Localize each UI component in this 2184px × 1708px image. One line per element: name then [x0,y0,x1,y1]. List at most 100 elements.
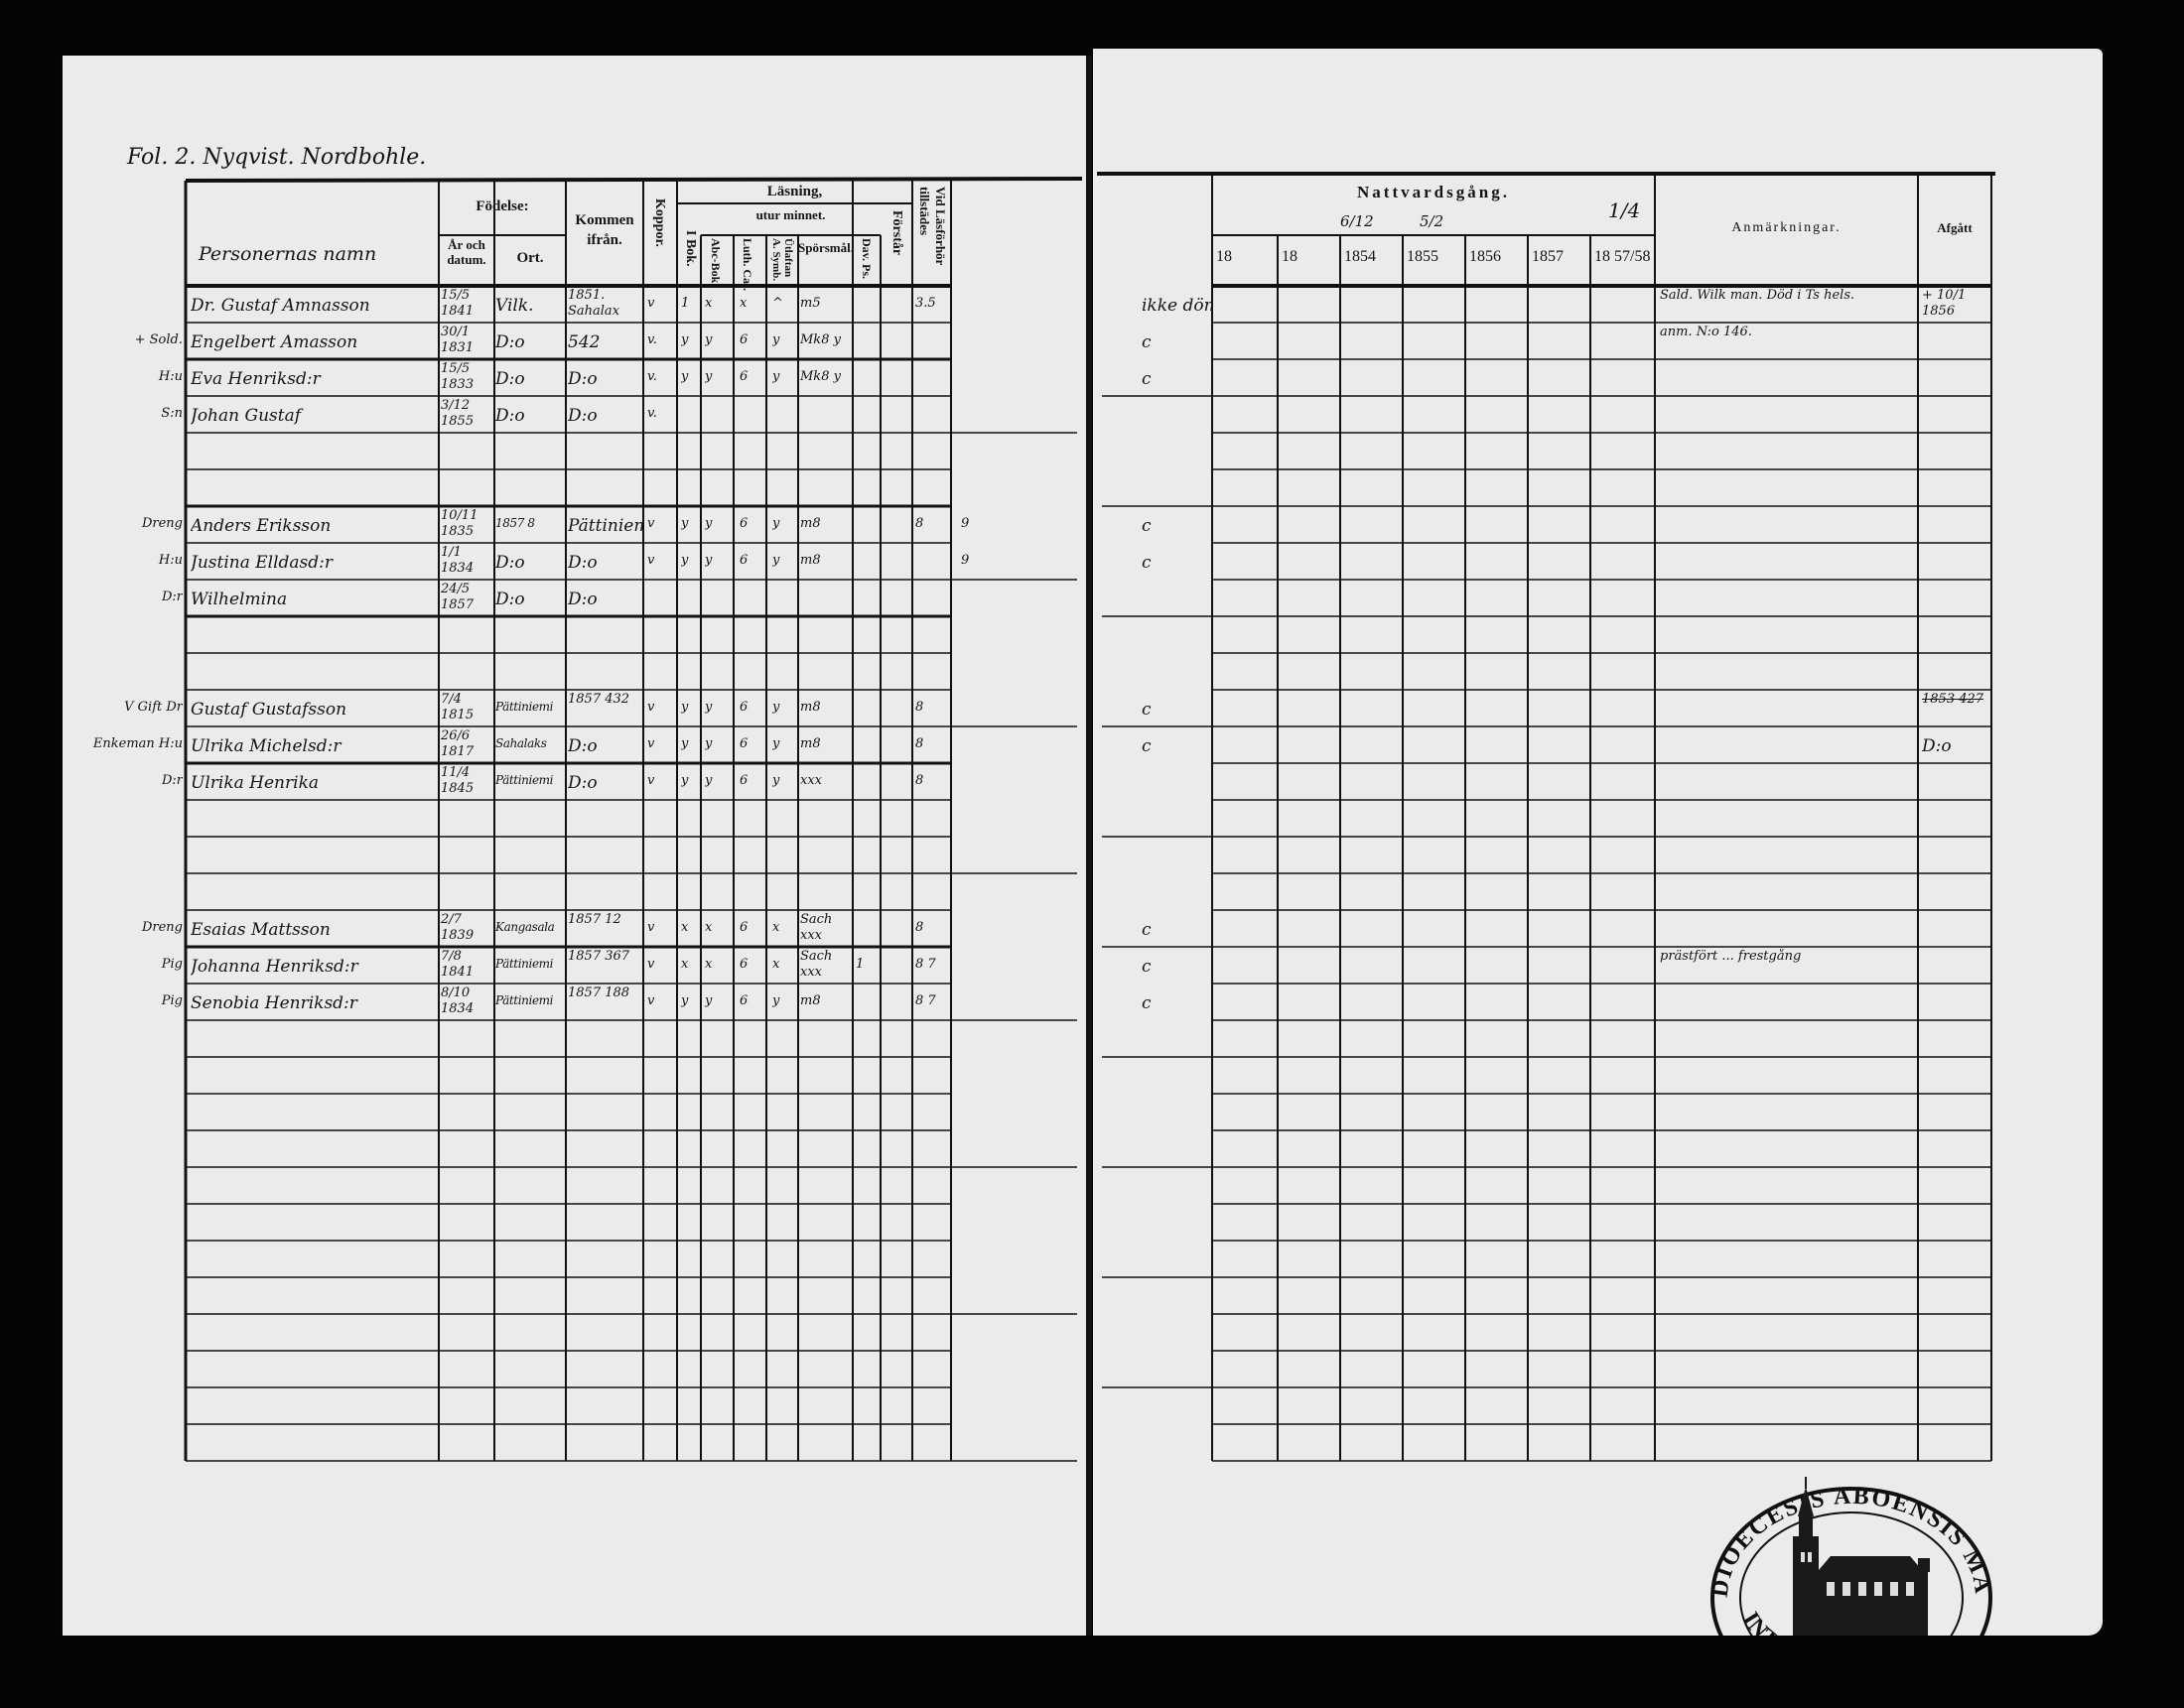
header-i-bok: I Bok. [683,230,698,267]
came-from: 1857 188 [568,985,630,1000]
seal-text-bottom: INT. [1737,1608,1786,1636]
koppor-mark: v [647,993,655,1008]
folio-title: Fol. 2. Nyqvist. Nordbohle. [127,145,427,170]
header-abc-bok: Abc-Bok. [709,238,723,287]
dav-ps-mark: 1 [856,957,865,972]
came-from: D:o [568,590,598,609]
koppor-mark: v [647,516,655,531]
row-margin-note: Pig [161,957,183,972]
right-margin-mark: c [1142,920,1152,940]
header-forstar: Förstår [889,210,904,256]
person-name: Johan Gustaf [191,406,301,426]
birth-place: Pättiniemi [495,993,554,1007]
birth-place: Pättiniemi [495,957,554,971]
row-margin-note: + Sold. [134,332,183,347]
person-name: Senobia Henriksd:r [191,993,357,1013]
svg-text:INT.: INT. [1737,1608,1786,1636]
header-sporsmal: Spörsmål. [798,240,854,255]
came-from: Pättiniemi [568,516,643,536]
birth-place: 1857 8 [495,516,535,530]
birth-date: 24/5 1857 [441,582,475,612]
symb-mark: y [772,553,780,568]
row-margin-note: D:r [161,773,183,788]
symb-mark: y [772,516,780,531]
symb-mark: x [772,920,780,935]
abc-bok-mark: y [705,332,713,347]
right-margin-mark: c [1142,700,1152,720]
row-margin-note: Pig [161,993,183,1008]
row-margin-note: V Gift Dr [124,700,183,715]
koppor-mark: v [647,920,655,935]
sporsmal-mark: Mk8 y [800,332,841,347]
symb-mark: ^ [772,296,783,311]
i-bok-mark: y [681,993,689,1008]
abc-bok-mark: y [705,369,713,384]
right-margin-mark: c [1142,332,1152,352]
i-bok-mark: x [681,920,689,935]
table-top-rule [185,177,1083,183]
abc-bok-mark: y [705,736,713,751]
header-symb: Ütlaftan A. Symb. [770,238,794,282]
sporsmal-mark: m8 [800,516,821,531]
koppor-mark: v [647,700,655,715]
i-bok-mark: y [681,369,689,384]
symb-mark: y [772,993,780,1008]
luth-cat-mark: 6 [740,553,749,568]
koppor-mark: v [647,296,655,311]
nattvard-date-mark: 1/4 [1608,198,1641,222]
koppor-mark: v [647,773,655,788]
luth-cat-mark: 6 [740,332,749,347]
vid-lasforhor-mark: 8 [915,920,924,935]
luth-cat-mark: 6 [740,516,749,531]
header-lasning: Läsning, [766,184,823,199]
header-dav-ps: Dav. Ps. [860,238,874,280]
row-margin-note: Dreng [141,920,183,935]
person-name: Wilhelmina [191,590,288,609]
header-afgatt: Afgått [1937,220,1973,235]
vid-lasforhor-mark: 8 [915,700,924,715]
koppor-mark: v. [647,406,657,421]
diocese-seal: DIOECESIS ABOENSIS MAG INT. [1698,1459,1993,1636]
symb-mark: y [772,773,780,788]
birth-place: D:o [495,406,525,426]
birth-date: 11/4 1845 [441,765,475,796]
nattvard-year: 1856 [1469,248,1501,265]
came-from: 1851. Sahalax [568,288,620,319]
sporsmal-mark: m8 [800,553,821,568]
symb-mark: y [772,369,780,384]
came-from: 1857 432 [568,692,630,707]
header-ort: Ort. [516,250,544,266]
sporsmal-mark: Sach xxx [800,949,833,980]
luth-cat-mark: 6 [740,369,749,384]
nattvard-date-mark: 6/12 [1340,212,1374,230]
birth-date: 15/5 1833 [441,361,475,392]
birth-place: D:o [495,590,525,609]
nattvard-date-mark: 5/2 [1420,212,1444,230]
luth-cat-mark: 6 [740,993,749,1008]
person-name: Eva Henriksd:r [191,369,321,389]
row-margin-note: D:r [161,590,183,604]
came-from: D:o [568,736,598,756]
person-name: Anders Eriksson [191,516,332,536]
birth-place: Pättiniemi [495,700,554,714]
i-bok-mark: y [681,332,689,347]
right-margin-mark: c [1142,553,1152,573]
abc-bok-mark: y [705,773,713,788]
right-margin-mark: c [1142,516,1152,536]
anmarkning: Sald. Wilk man. Död i Ts hels. [1660,288,1855,303]
birth-date: 30/1 1831 [441,325,475,355]
extra-mark: 9 [961,516,970,531]
header-vid-lasforhor: Vid Läsförhör tillstädes [917,187,948,266]
nattvard-year: 1854 [1344,248,1376,265]
koppor-mark: v [647,736,655,751]
birth-date: 7/4 1815 [441,692,475,723]
came-from: D:o [568,773,598,793]
afgatt-entry: + 10/1 1856 [1922,288,1967,319]
birth-date: 3/12 1855 [441,398,475,429]
right-margin-mark: c [1142,736,1152,756]
birth-place: D:o [495,369,525,389]
abc-bok-mark: y [705,993,713,1008]
luth-cat-mark: 6 [740,700,749,715]
i-bok-mark: y [681,736,689,751]
